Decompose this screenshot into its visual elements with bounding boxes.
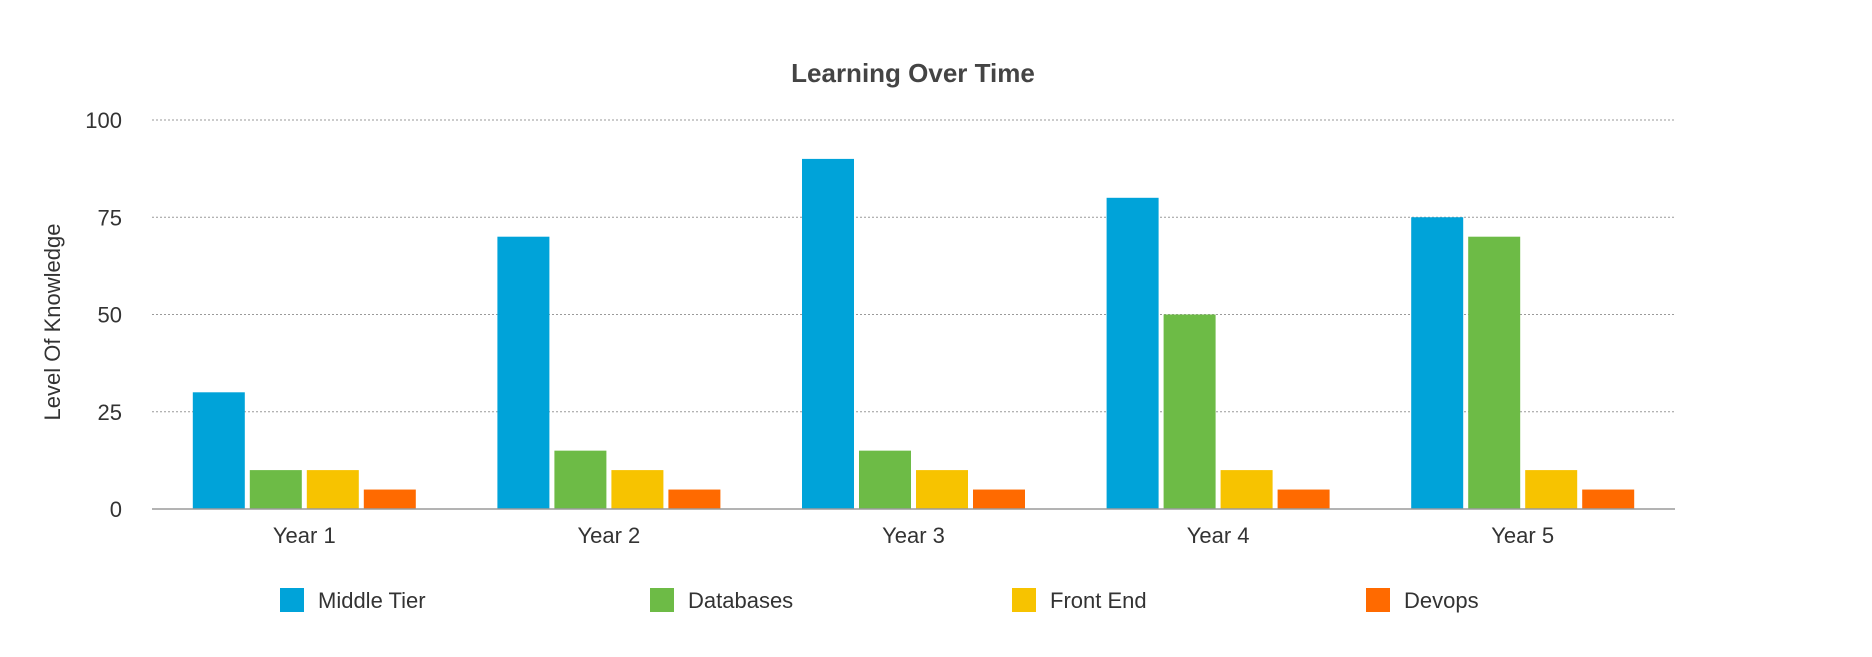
y-tick-label: 100 — [85, 108, 122, 133]
legend-swatch — [280, 588, 304, 612]
legend-label: Front End — [1050, 588, 1147, 613]
legend-label: Middle Tier — [318, 588, 426, 613]
y-axis-ticks: 0 25 50 75 100 — [85, 108, 122, 522]
x-tick-label: Year 5 — [1491, 523, 1554, 548]
x-tick-label: Year 2 — [577, 523, 640, 548]
bar — [1582, 489, 1635, 509]
y-axis-title: Level Of Knowledge — [40, 224, 65, 421]
bar — [1468, 236, 1521, 509]
legend-swatch — [650, 588, 674, 612]
x-axis-ticks: Year 1 Year 2 Year 3 Year 4 Year 5 — [273, 523, 1554, 548]
bar — [916, 470, 968, 509]
chart-title: Learning Over Time — [791, 58, 1035, 88]
y-tick-label: 25 — [98, 400, 122, 425]
y-tick-label: 0 — [110, 497, 122, 522]
legend-swatch — [1366, 588, 1390, 612]
y-tick-label: 50 — [98, 303, 122, 328]
legend: Middle Tier Databases Front End Devops — [280, 588, 1479, 613]
bar — [1220, 470, 1273, 509]
bar — [973, 489, 1025, 509]
legend-swatch — [1012, 588, 1036, 612]
x-tick-label: Year 3 — [882, 523, 945, 548]
bar — [249, 470, 302, 509]
bar — [802, 158, 854, 509]
bars — [192, 158, 1635, 510]
bar — [306, 470, 359, 509]
bar — [554, 450, 607, 509]
bar — [192, 392, 245, 509]
x-tick-label: Year 4 — [1187, 523, 1250, 548]
y-tick-label: 75 — [98, 205, 122, 230]
legend-label: Databases — [688, 588, 793, 613]
bar — [1525, 470, 1578, 509]
bar — [497, 236, 550, 509]
bar — [668, 489, 721, 509]
bar — [1411, 217, 1464, 509]
bar — [1106, 197, 1159, 510]
bar — [1277, 489, 1330, 509]
x-tick-label: Year 1 — [273, 523, 336, 548]
bar — [363, 489, 416, 509]
bar — [611, 470, 664, 509]
legend-label: Devops — [1404, 588, 1479, 613]
bar — [1163, 314, 1216, 509]
bar — [859, 450, 911, 509]
